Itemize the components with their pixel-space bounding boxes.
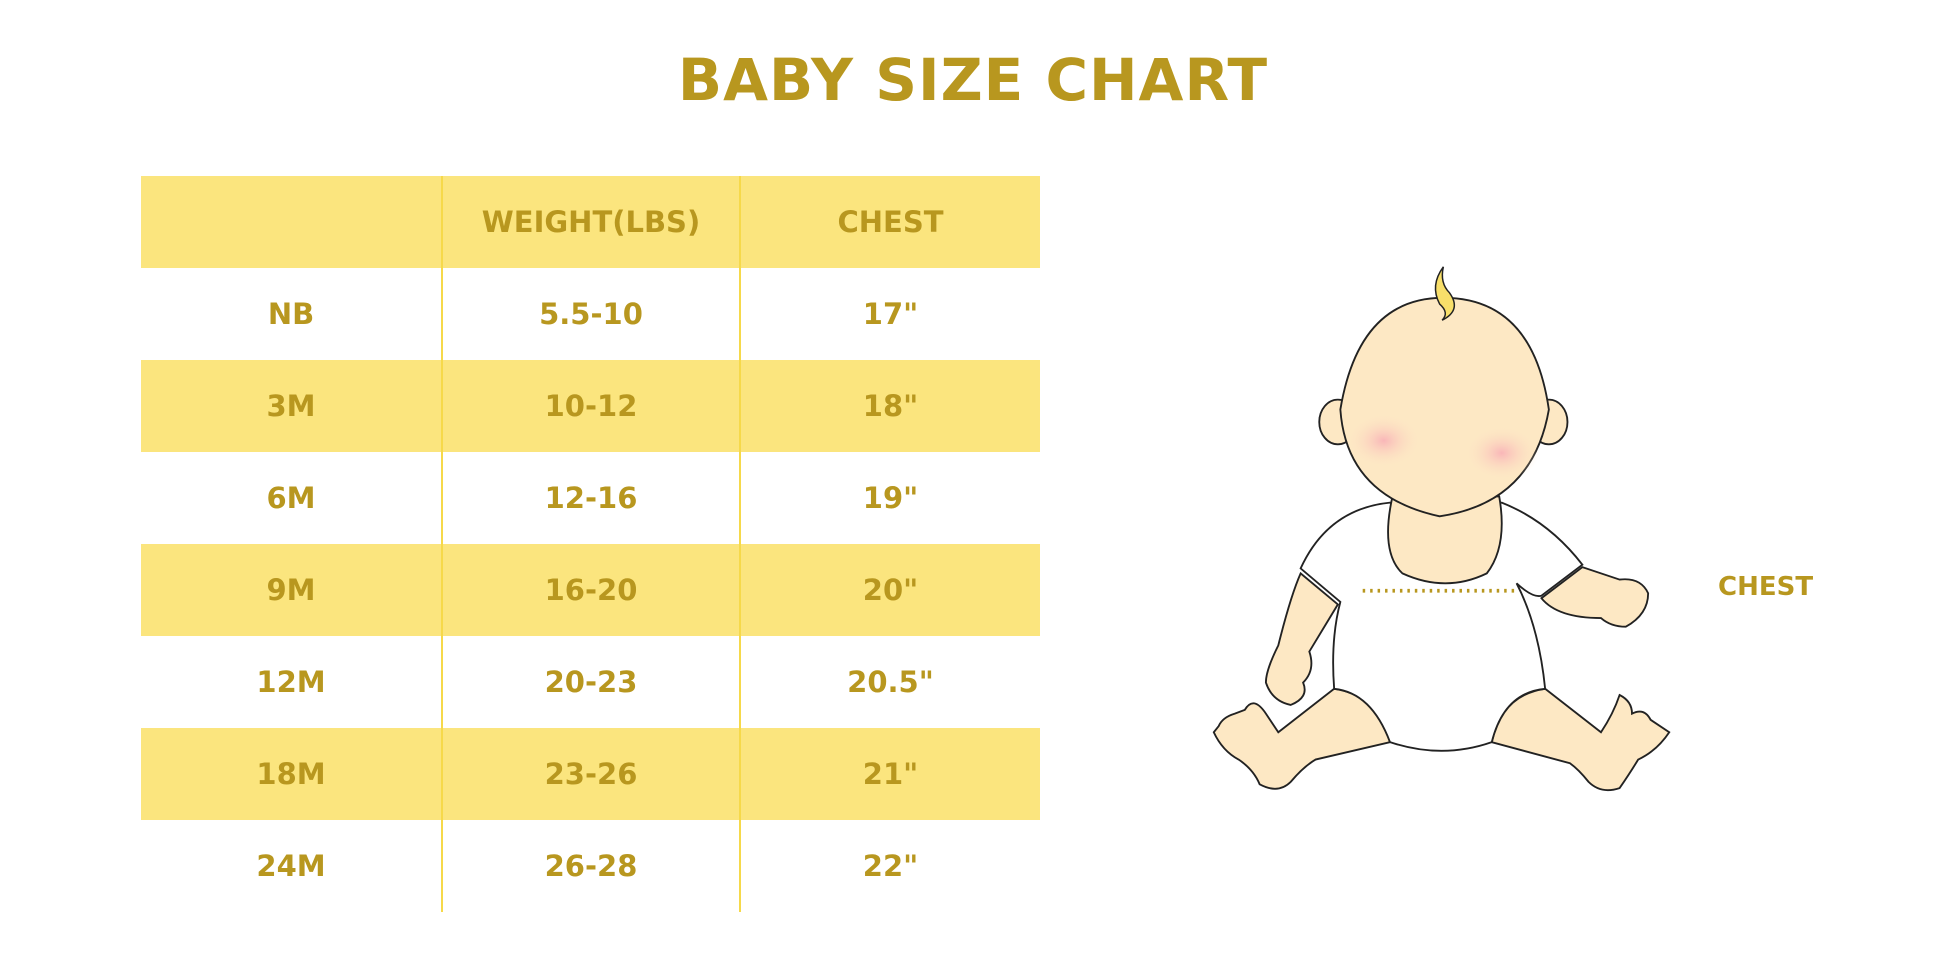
- weight-cell: 20-23: [441, 636, 741, 728]
- size-cell: 3M: [266, 389, 316, 423]
- size-cell: 9M: [266, 573, 316, 607]
- chest-cell: 20.5": [847, 665, 934, 699]
- size-cell: 12M: [256, 665, 326, 699]
- table-row: 6M 12-16 19": [141, 452, 1040, 544]
- page-title: BABY SIZE CHART: [677, 46, 1269, 114]
- weight-cell: 26-28: [441, 820, 741, 912]
- left-leg: [1212, 687, 1392, 790]
- size-cell: 18M: [256, 757, 326, 791]
- weight-cell: 16-20: [441, 544, 741, 636]
- table-row: 24M 26-28 22": [141, 820, 1040, 912]
- header-chest: CHEST: [837, 205, 944, 239]
- chest-cell: 18": [862, 389, 919, 423]
- table-row: NB 5.5-10 17": [141, 268, 1040, 360]
- chest-cell: 19": [862, 481, 919, 515]
- size-table: WEIGHT(LBS) CHEST NB 5.5-10 17" 3M 10-12…: [141, 176, 1040, 912]
- chest-cell: 20": [862, 573, 919, 607]
- right-arm: [1540, 566, 1650, 628]
- weight-cell: 12-16: [441, 452, 741, 544]
- weight-cell: 10-12: [441, 360, 741, 452]
- neck: [1387, 495, 1503, 585]
- hair-curl: [1434, 266, 1456, 321]
- right-leg: [1490, 687, 1671, 792]
- chest-cell: 21": [862, 757, 919, 791]
- table-row: 3M 10-12 18": [141, 360, 1040, 452]
- head: [1339, 296, 1550, 518]
- table-row: 9M 16-20 20": [141, 544, 1040, 636]
- table-header-row: WEIGHT(LBS) CHEST: [141, 176, 1040, 268]
- weight-cell: 23-26: [441, 728, 741, 820]
- size-cell: 24M: [256, 849, 326, 883]
- chest-cell: 17": [862, 297, 919, 331]
- left-arm: [1264, 571, 1340, 706]
- table-row: 18M 23-26 21": [141, 728, 1040, 820]
- header-weight: WEIGHT(LBS): [441, 176, 741, 268]
- table-row: 12M 20-23 20.5": [141, 636, 1040, 728]
- onesie: [1299, 501, 1584, 752]
- chest-label: CHEST: [1718, 572, 1814, 602]
- size-cell: 6M: [266, 481, 316, 515]
- chest-cell: 22": [862, 849, 919, 883]
- size-cell: NB: [267, 297, 315, 331]
- weight-cell: 5.5-10: [441, 268, 741, 360]
